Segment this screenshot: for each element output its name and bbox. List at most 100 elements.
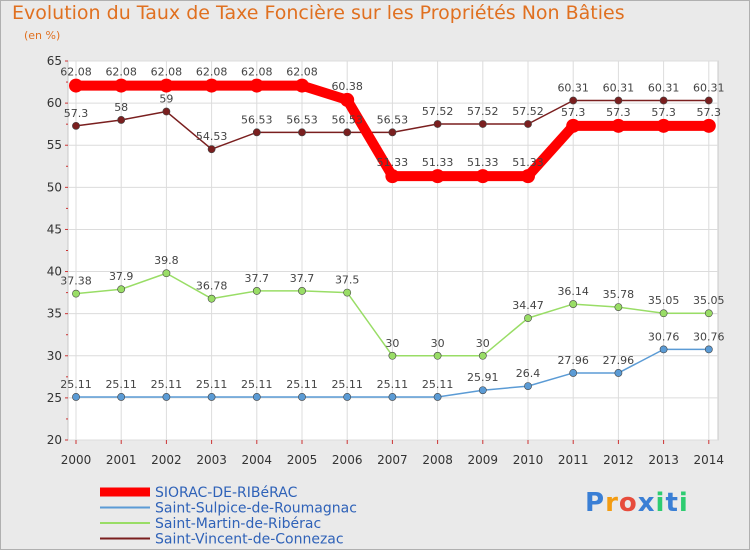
data-point <box>478 351 487 360</box>
data-point <box>249 78 264 93</box>
data-label: 25.11 <box>151 378 183 391</box>
data-point <box>704 309 713 318</box>
data-point <box>475 169 490 184</box>
y-tick-label: 65 <box>47 54 62 68</box>
data-label: 37.38 <box>60 275 92 288</box>
data-label: 62.08 <box>105 66 137 79</box>
data-label: 36.14 <box>557 285 589 298</box>
data-point <box>117 285 126 294</box>
data-label: 39.8 <box>154 254 179 267</box>
data-label: 60.31 <box>603 82 635 95</box>
data-point <box>524 382 532 390</box>
data-label: 57.52 <box>512 105 544 118</box>
data-point <box>72 121 80 130</box>
data-point <box>614 303 623 311</box>
data-label: 51.33 <box>467 156 499 169</box>
proxiti-logo: Proxiti <box>585 488 689 518</box>
logo-letter: P <box>585 488 606 518</box>
data-label: 56.53 <box>241 113 273 126</box>
legend-label: Saint-Sulpice-de-Roumagnac <box>155 501 357 517</box>
data-point <box>433 393 442 401</box>
data-point <box>569 96 578 105</box>
data-label: 56.53 <box>286 113 318 126</box>
data-label: 37.5 <box>335 274 360 287</box>
x-tick-label: 2003 <box>196 453 227 467</box>
legend-label: Saint-Vincent-de-Connezac <box>155 532 344 548</box>
data-point <box>298 128 306 137</box>
data-label: 25.11 <box>377 378 409 391</box>
data-label: 57.3 <box>561 106 586 119</box>
data-label: 30 <box>385 337 399 350</box>
data-point <box>701 118 716 133</box>
x-tick-label: 2013 <box>648 453 679 467</box>
y-tick-label: 55 <box>47 138 62 152</box>
data-point <box>207 393 216 401</box>
data-point <box>343 393 352 401</box>
data-label: 60.31 <box>693 82 725 95</box>
data-point <box>298 393 306 401</box>
data-point <box>704 345 713 354</box>
data-point <box>430 169 445 184</box>
x-tick-label: 2008 <box>422 453 453 467</box>
chart-title: Evolution du Taux de Taxe Foncière sur l… <box>12 2 625 24</box>
data-label: 37.7 <box>290 272 315 285</box>
data-label: 25.11 <box>241 378 273 391</box>
data-point <box>204 78 219 93</box>
data-label: 57.3 <box>651 106 676 119</box>
data-label: 25.11 <box>196 378 228 391</box>
y-tick-label: 45 <box>47 222 62 236</box>
data-label: 30.76 <box>693 330 725 343</box>
data-label: 57.52 <box>467 105 499 118</box>
x-tick-label: 2006 <box>332 453 363 467</box>
data-point <box>388 393 397 401</box>
data-point <box>162 393 171 401</box>
logo-letter: i <box>678 488 689 518</box>
y-tick-label: 30 <box>47 349 62 363</box>
x-tick-label: 2012 <box>603 453 634 467</box>
logo-letter: o <box>618 488 638 518</box>
data-point <box>295 78 309 93</box>
data-point <box>385 169 400 184</box>
data-label: 37.7 <box>245 272 270 285</box>
x-tick-label: 2001 <box>106 453 137 467</box>
data-point <box>478 120 487 128</box>
data-label: 30 <box>431 337 445 350</box>
data-point <box>72 289 80 298</box>
data-point <box>569 300 578 308</box>
data-point <box>117 116 126 124</box>
legend-label: Saint-Martin-de-Ribérac <box>155 516 321 532</box>
data-label: 62.08 <box>286 66 318 79</box>
data-point <box>162 107 171 116</box>
data-label: 60.31 <box>557 82 589 95</box>
data-label: 25.11 <box>105 378 137 391</box>
data-point <box>298 287 306 295</box>
data-label: 62.08 <box>151 66 183 79</box>
logo-letter: t <box>665 488 679 518</box>
data-label: 35.05 <box>693 294 725 307</box>
data-point <box>162 269 171 278</box>
data-label: 26.4 <box>516 367 541 380</box>
data-label: 57.3 <box>606 106 631 119</box>
data-point <box>614 96 623 105</box>
data-label: 25.11 <box>60 378 92 391</box>
data-label: 35.05 <box>648 294 680 307</box>
data-point <box>252 393 261 401</box>
legend-label: SIORAC-DE-RIBéRAC <box>155 485 298 501</box>
data-label: 56.53 <box>377 113 409 126</box>
x-tick-label: 2007 <box>377 453 408 467</box>
data-point <box>252 287 261 295</box>
data-point <box>659 96 668 105</box>
y-tick-label: 35 <box>47 307 62 321</box>
y-tick-label: 25 <box>47 391 62 405</box>
data-point <box>524 120 532 128</box>
data-point <box>207 145 216 154</box>
logo-letter: r <box>605 488 619 518</box>
data-point <box>252 128 261 137</box>
data-point <box>343 288 352 297</box>
data-label: 27.96 <box>603 354 635 367</box>
data-label: 62.08 <box>60 66 92 79</box>
logo-letter: x <box>637 488 656 518</box>
x-tick-label: 2009 <box>468 453 499 467</box>
data-point <box>159 78 174 93</box>
